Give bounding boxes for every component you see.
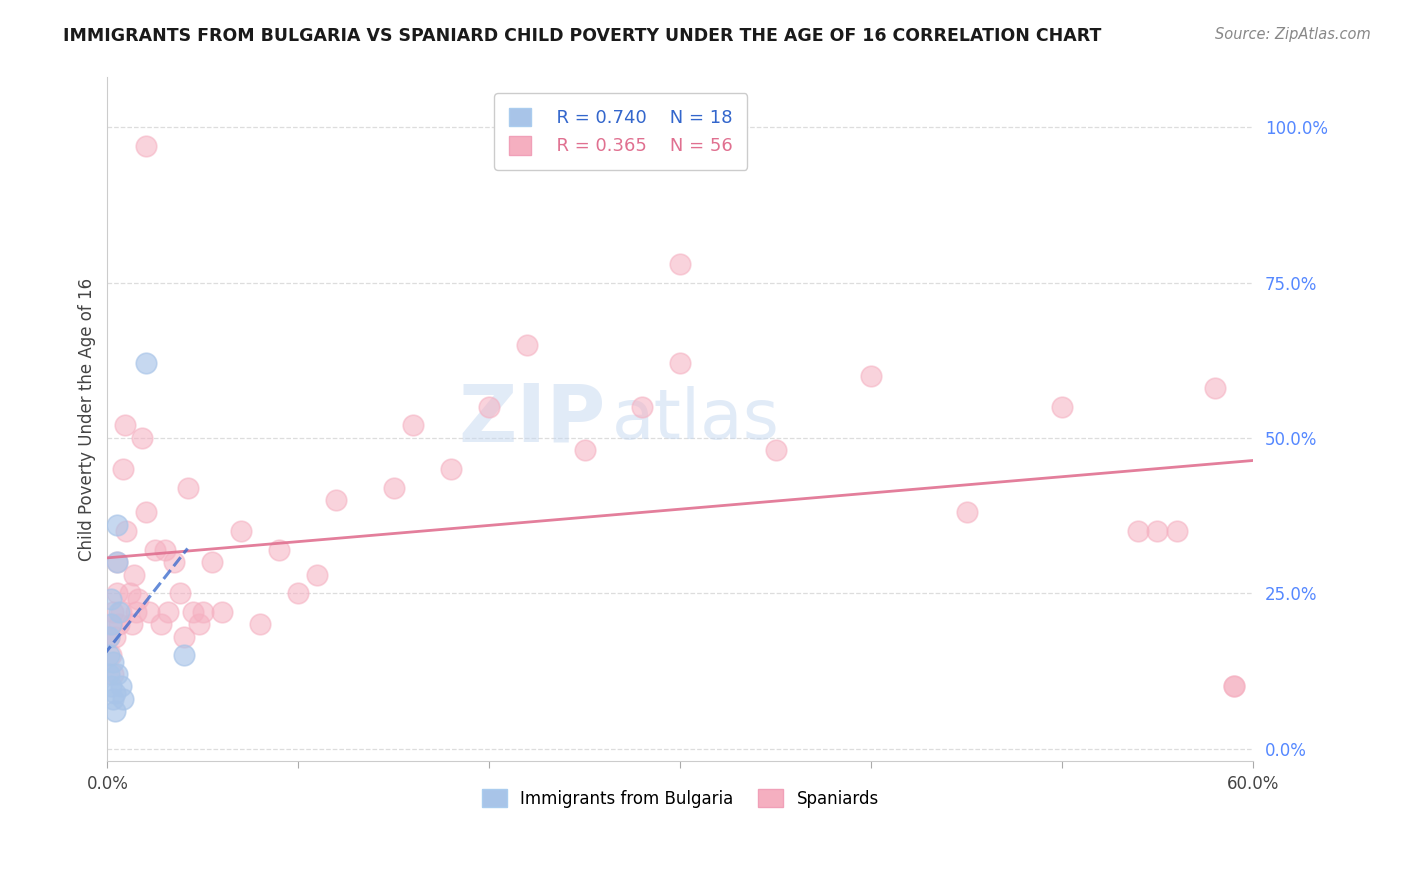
Point — [108, 605, 131, 619]
Point — [153, 542, 176, 557]
Point — [135, 356, 157, 370]
Point — [108, 617, 131, 632]
Point — [104, 630, 127, 644]
Point — [138, 605, 160, 619]
Point — [173, 630, 195, 644]
Point — [111, 692, 134, 706]
Point — [1050, 400, 1073, 414]
Point — [188, 617, 211, 632]
Point — [325, 493, 347, 508]
Point — [1223, 680, 1246, 694]
Point — [100, 617, 122, 632]
Point — [101, 605, 124, 619]
Point — [121, 617, 143, 632]
Point — [105, 517, 128, 532]
Point — [287, 586, 309, 600]
Point — [249, 617, 271, 632]
Point — [105, 555, 128, 569]
Point — [101, 667, 124, 681]
Point — [669, 356, 692, 370]
Point — [765, 443, 787, 458]
Point — [98, 630, 121, 644]
Point — [101, 692, 124, 706]
Point — [181, 605, 204, 619]
Point — [173, 648, 195, 663]
Point — [269, 542, 291, 557]
Point — [1128, 524, 1150, 538]
Text: Source: ZipAtlas.com: Source: ZipAtlas.com — [1215, 27, 1371, 42]
Point — [574, 443, 596, 458]
Point — [122, 567, 145, 582]
Point — [516, 337, 538, 351]
Point — [100, 648, 122, 663]
Text: atlas: atlas — [612, 385, 779, 453]
Point — [382, 481, 405, 495]
Point — [115, 524, 138, 538]
Point — [111, 462, 134, 476]
Point — [125, 605, 148, 619]
Y-axis label: Child Poverty Under the Age of 16: Child Poverty Under the Age of 16 — [79, 277, 96, 561]
Point — [101, 655, 124, 669]
Point — [143, 542, 166, 557]
Point — [135, 506, 157, 520]
Point — [120, 586, 142, 600]
Point — [176, 481, 198, 495]
Text: ZIP: ZIP — [458, 380, 606, 458]
Point — [307, 567, 329, 582]
Point — [1223, 680, 1246, 694]
Point — [860, 368, 883, 383]
Point — [1166, 524, 1188, 538]
Point — [163, 555, 186, 569]
Point — [229, 524, 252, 538]
Point — [402, 418, 425, 433]
Point — [631, 400, 654, 414]
Text: IMMIGRANTS FROM BULGARIA VS SPANIARD CHILD POVERTY UNDER THE AGE OF 16 CORRELATI: IMMIGRANTS FROM BULGARIA VS SPANIARD CHI… — [63, 27, 1102, 45]
Point — [201, 555, 224, 569]
Point — [104, 704, 127, 718]
Point — [100, 617, 122, 632]
Point — [1146, 524, 1168, 538]
Point — [1204, 381, 1226, 395]
Point — [191, 605, 214, 619]
Point — [440, 462, 463, 476]
Point — [98, 648, 121, 663]
Point — [105, 667, 128, 681]
Legend: Immigrants from Bulgaria, Spaniards: Immigrants from Bulgaria, Spaniards — [475, 783, 886, 814]
Point — [149, 617, 172, 632]
Point — [105, 555, 128, 569]
Point — [110, 680, 132, 694]
Point — [955, 506, 977, 520]
Point — [110, 605, 132, 619]
Point — [157, 605, 180, 619]
Point — [104, 686, 127, 700]
Point — [105, 586, 128, 600]
Point — [98, 667, 121, 681]
Point — [100, 680, 122, 694]
Point — [478, 400, 501, 414]
Point — [169, 586, 191, 600]
Point — [211, 605, 233, 619]
Point — [135, 138, 157, 153]
Point — [669, 257, 692, 271]
Point — [98, 630, 121, 644]
Point — [100, 592, 122, 607]
Point — [131, 431, 153, 445]
Point — [127, 592, 149, 607]
Point — [114, 418, 136, 433]
